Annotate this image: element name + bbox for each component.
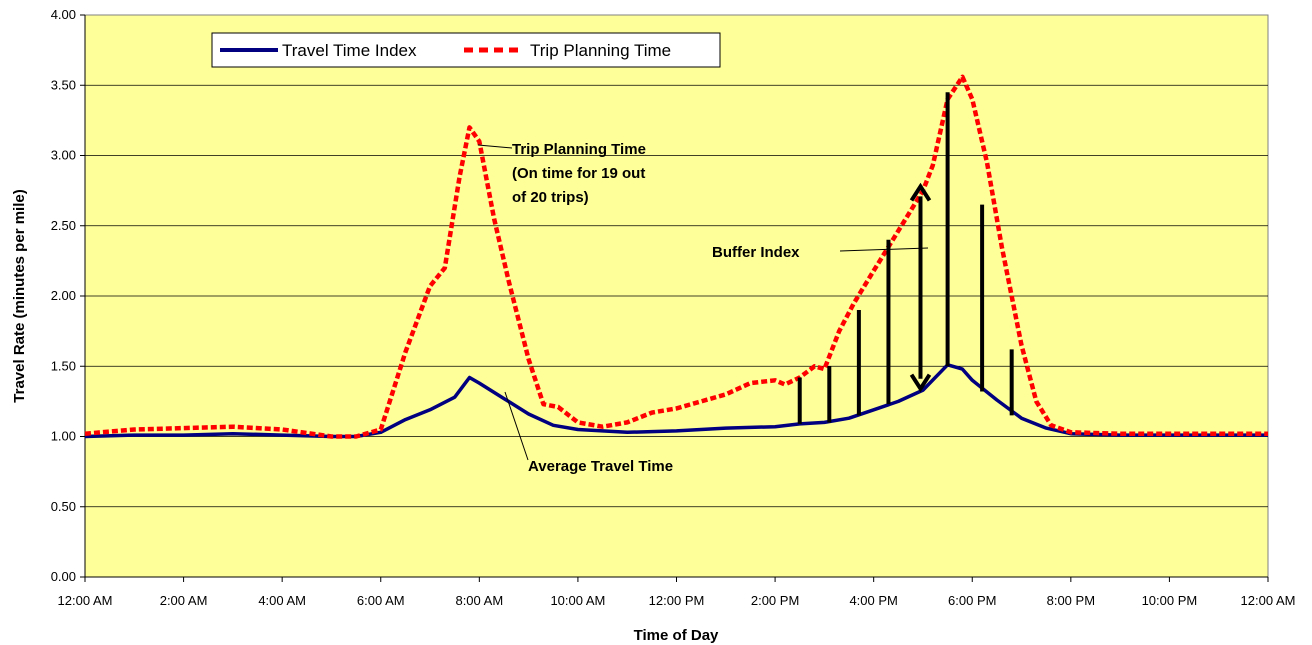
annotation-trip-planning-line3: of 20 trips) — [512, 189, 589, 206]
series-line-trip-planning-time — [84, 74, 1268, 439]
y-tick-label: 1.50 — [51, 358, 76, 373]
leader-trip-planning — [477, 144, 513, 149]
legend: Travel Time Index Trip Planning Time — [211, 32, 721, 68]
x-tick-label: 12:00 PM — [649, 593, 705, 608]
y-axis-title: Travel Rate (minutes per mile) — [11, 189, 28, 402]
buffer-arrow-head-up — [909, 182, 932, 202]
annotation-trip-planning-line1: Trip Planning Time — [512, 141, 646, 158]
x-tick-label: 2:00 PM — [751, 593, 799, 608]
y-tick-label: 0.50 — [51, 499, 76, 514]
legend-label-trip-planning-time: Trip Planning Time — [530, 41, 671, 60]
y-tick-label: 0.00 — [51, 569, 76, 584]
series-lines — [84, 74, 1268, 439]
x-tick-label: 4:00 AM — [258, 593, 306, 608]
y-tick-label: 3.50 — [51, 77, 76, 92]
x-tick-label: 4:00 PM — [849, 593, 897, 608]
series-line-travel-time-index — [84, 363, 1268, 439]
x-axis-ticks: 12:00 AM 2:00 AM 4:00 AM 6:00 AM 8:00 AM 10:0… — [58, 576, 1296, 608]
buffer-arrow — [909, 182, 932, 393]
x-axis-title: Time of Day — [634, 627, 719, 644]
x-tick-label: 8:00 PM — [1047, 593, 1095, 608]
annotation-buffer-index: Buffer Index — [712, 244, 800, 261]
x-tick-label: 8:00 AM — [455, 593, 503, 608]
y-tick-label: 3.00 — [51, 148, 76, 163]
x-tick-label: 12:00 AM — [1241, 593, 1296, 608]
x-tick-label: 10:00 PM — [1142, 593, 1198, 608]
leader-buffer-index — [839, 247, 929, 252]
legend-label-travel-time-index: Travel Time Index — [282, 41, 417, 60]
y-axis-ticks: 0.00 0.50 1.00 1.50 2.00 2.50 3.00 3.50 4.00 — [51, 7, 86, 584]
y-tick-label: 1.00 — [51, 429, 76, 444]
x-tick-label: 10:00 AM — [550, 593, 605, 608]
buffer-bars — [797, 92, 1014, 424]
x-tick-label: 12:00 AM — [58, 593, 113, 608]
leader-average-travel-time — [504, 391, 529, 461]
y-tick-label: 2.50 — [51, 218, 76, 233]
y-tick-label: 2.00 — [51, 288, 76, 303]
buffer-arrow-head-down — [909, 373, 932, 393]
y-tick-label: 4.00 — [51, 7, 76, 22]
x-tick-label: 2:00 AM — [160, 593, 208, 608]
annotation-trip-planning-line2: (On time for 19 out — [512, 165, 645, 182]
annotation-average-travel-time: Average Travel Time — [528, 458, 673, 475]
x-tick-label: 6:00 AM — [357, 593, 405, 608]
annotation-leaders — [477, 144, 929, 461]
x-tick-label: 6:00 PM — [948, 593, 996, 608]
